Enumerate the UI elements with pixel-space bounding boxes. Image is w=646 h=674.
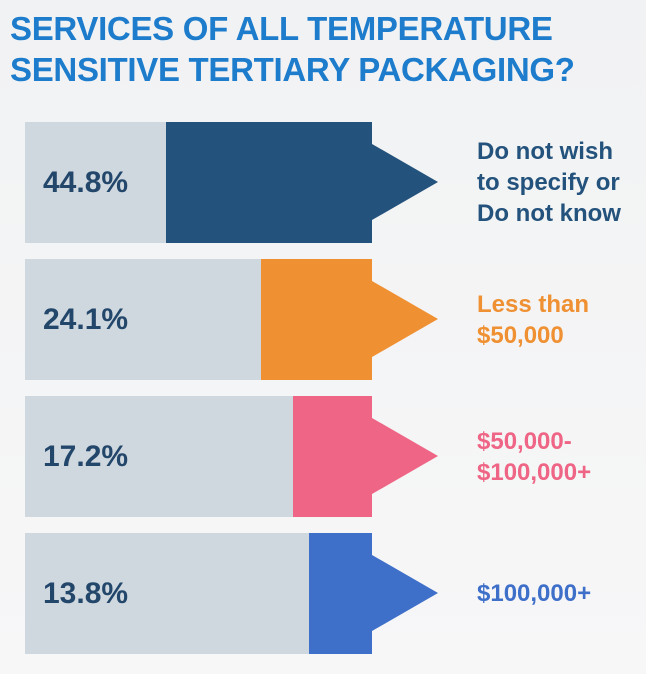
category-label: Less than $50,000 — [477, 290, 590, 349]
category-label: Do not wish to specify or Do not know — [477, 138, 621, 227]
pointer — [372, 555, 438, 631]
pointer — [372, 281, 438, 357]
bar-row: 17.2% $50,000- $100,000+ — [25, 396, 640, 517]
value-label: 17.2% — [43, 440, 129, 473]
value-label: 13.8% — [43, 577, 129, 610]
pointer — [372, 418, 438, 494]
value-label: 44.8% — [43, 166, 129, 199]
bar-row: 13.8% $100,000+ — [25, 533, 640, 654]
bar-row: 44.8% Do not wish to specify or Do not kn… — [25, 122, 640, 243]
pointer — [372, 144, 438, 220]
value-label: 24.1% — [43, 303, 129, 336]
bar — [165, 122, 372, 243]
bar-row: 24.1% Less than $50,000 — [25, 259, 640, 380]
category-label: $50,000- $100,000+ — [477, 427, 592, 486]
bar — [261, 259, 372, 380]
category-label: $100,000+ — [477, 580, 592, 607]
bar — [292, 396, 372, 517]
bar — [308, 533, 372, 654]
chart-title: SERVICES OF ALL TEMPERATURE SENSITIVE TE… — [10, 10, 575, 88]
